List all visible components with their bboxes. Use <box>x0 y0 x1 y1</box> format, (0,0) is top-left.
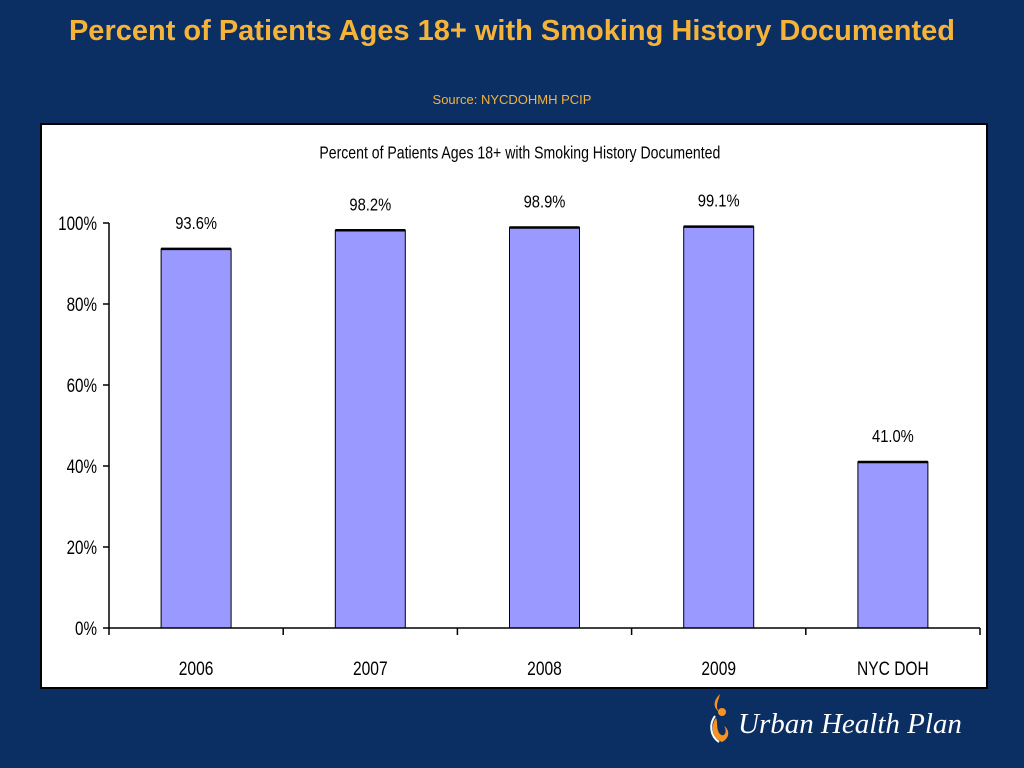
data-label: 98.9% <box>524 192 566 212</box>
urban-health-plan-logo: Urban Health Plan <box>706 690 976 746</box>
x-tick-label: 2008 <box>527 658 562 680</box>
x-tick-label: 2006 <box>179 658 214 680</box>
data-label: 98.2% <box>349 195 391 215</box>
y-tick-label: 80% <box>67 293 97 315</box>
y-tick-label: 60% <box>67 374 97 396</box>
bar <box>683 226 755 629</box>
slide-title: Percent of Patients Ages 18+ with Smokin… <box>68 15 956 47</box>
bar <box>509 226 580 629</box>
y-tick-label: 40% <box>67 455 97 477</box>
x-tick-label: 2007 <box>353 658 388 680</box>
bar <box>857 461 929 629</box>
chart-frame: Percent of Patients Ages 18+ with Smokin… <box>40 123 988 689</box>
x-tick-label: 2009 <box>701 658 736 680</box>
x-tick-label: NYC DOH <box>857 658 929 680</box>
slide-source: Source: NYCDOHMH PCIP <box>432 92 592 107</box>
bar-chart: Percent of Patients Ages 18+ with Smokin… <box>58 143 981 680</box>
data-label: 41.0% <box>872 427 914 447</box>
y-tick-label: 20% <box>67 536 97 558</box>
bar <box>334 229 406 629</box>
data-label: 93.6% <box>175 214 217 234</box>
chart-title: Percent of Patients Ages 18+ with Smokin… <box>319 143 720 163</box>
y-tick-label: 100% <box>58 212 97 234</box>
flame-person-icon <box>710 694 729 743</box>
logo-text: Urban Health Plan <box>738 708 962 740</box>
bar <box>160 248 232 629</box>
data-label: 99.1% <box>698 191 740 211</box>
y-tick-label: 0% <box>75 617 97 639</box>
